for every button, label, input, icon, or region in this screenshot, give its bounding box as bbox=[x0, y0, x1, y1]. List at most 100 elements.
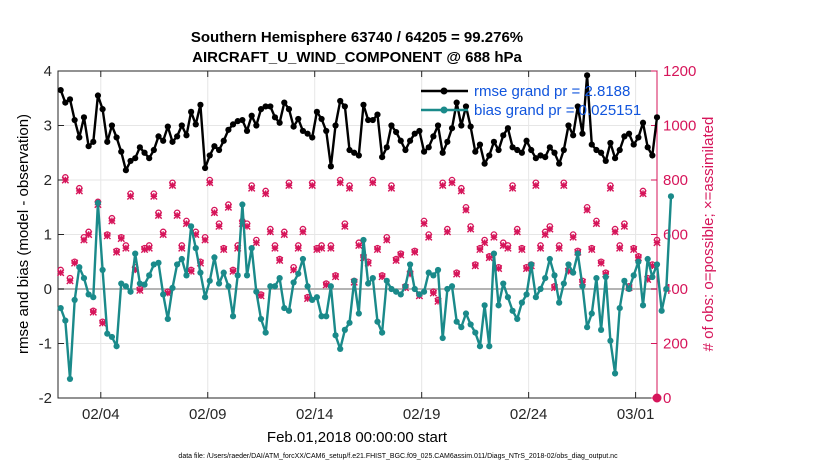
bias-point bbox=[178, 255, 185, 263]
bias-point bbox=[201, 294, 209, 301]
obs-assimilated-point bbox=[443, 228, 452, 236]
obs-assimilated-point bbox=[425, 233, 433, 241]
bias-point bbox=[495, 302, 502, 309]
rmse-point bbox=[472, 148, 479, 155]
bias-point bbox=[206, 277, 213, 284]
rmse-point bbox=[644, 144, 651, 151]
rmse-point bbox=[99, 106, 106, 113]
rmse-point bbox=[379, 154, 386, 161]
chart-title: Southern Hemisphere 63740 / 64205 = 99.2… bbox=[191, 29, 523, 46]
bias-point bbox=[215, 280, 223, 287]
rmse-point bbox=[360, 101, 367, 108]
obs-assimilated-point bbox=[364, 259, 372, 267]
rmse-point bbox=[453, 99, 460, 106]
bias-point bbox=[160, 291, 167, 298]
obs-assimilated-point bbox=[75, 187, 84, 195]
bias-point bbox=[434, 266, 442, 274]
rmse-point bbox=[565, 122, 572, 129]
rmse-point bbox=[304, 130, 311, 137]
bias-point bbox=[71, 296, 78, 303]
obs-assimilated-point bbox=[285, 181, 293, 190]
obs-assimilated-point bbox=[303, 294, 312, 303]
obs-assimilated-point bbox=[136, 286, 144, 295]
bias-point bbox=[99, 266, 106, 274]
y-tick-label-right: 200 bbox=[663, 336, 688, 353]
rmse-point bbox=[611, 155, 619, 162]
bias-point bbox=[369, 275, 376, 282]
bias-point bbox=[388, 285, 395, 293]
rmse-point bbox=[486, 152, 493, 159]
bias-point bbox=[402, 283, 409, 290]
obs-assimilated-point bbox=[234, 244, 242, 252]
rmse-point bbox=[90, 138, 97, 145]
bias-point bbox=[332, 332, 339, 339]
obs-assimilated-point bbox=[504, 244, 512, 252]
bias-point bbox=[66, 375, 74, 383]
rmse-point bbox=[239, 116, 246, 124]
obs-assimilated-point bbox=[131, 266, 139, 274]
bias-point bbox=[183, 272, 190, 279]
obs-assimilated-point bbox=[411, 248, 419, 256]
bias-point bbox=[164, 315, 171, 323]
x-tick-label: 02/14 bbox=[296, 406, 334, 423]
bias-point bbox=[132, 250, 139, 257]
obs-assimilated-point bbox=[322, 281, 330, 289]
chart-subtitle: AIRCRAFT_U_WIND_COMPONENT @ 688 hPa bbox=[192, 49, 522, 66]
bias-point bbox=[341, 326, 348, 333]
bias-point bbox=[355, 310, 362, 317]
obs-assimilated-point bbox=[485, 253, 493, 262]
rmse-point bbox=[323, 127, 330, 135]
bias-point bbox=[85, 291, 92, 298]
obs-assimilated-point bbox=[261, 189, 270, 198]
obs-assimilated-point bbox=[397, 251, 405, 259]
rmse-point bbox=[570, 132, 577, 139]
obs-assimilated-point bbox=[327, 244, 335, 252]
rmse-point bbox=[495, 146, 502, 154]
obs-assimilated-point bbox=[299, 228, 307, 236]
bias-point bbox=[625, 285, 633, 293]
obs-assimilated-point bbox=[66, 277, 74, 285]
rmse-point bbox=[57, 86, 64, 94]
obs-assimilated-point bbox=[355, 241, 363, 250]
rmse-point bbox=[234, 118, 241, 125]
obs-assimilated-point bbox=[154, 211, 163, 220]
obs-assimilated-point bbox=[457, 187, 466, 195]
obs-assimilated-point bbox=[643, 275, 652, 284]
rmse-point bbox=[318, 115, 325, 123]
bias-point bbox=[532, 294, 539, 301]
obs-assimilated-point bbox=[243, 222, 251, 231]
bias-point bbox=[453, 318, 460, 325]
bias-point bbox=[262, 329, 269, 336]
rmse-point bbox=[257, 106, 265, 113]
obs-assimilated-point bbox=[466, 225, 475, 233]
bias-point bbox=[118, 280, 125, 287]
x-tick-label: 02/09 bbox=[189, 406, 227, 423]
obs-assimilated-point bbox=[616, 244, 624, 252]
bias-point bbox=[299, 255, 307, 263]
obs-assimilated-point bbox=[168, 181, 177, 190]
obs-assimilated-point bbox=[89, 308, 97, 316]
rmse-point bbox=[448, 125, 456, 132]
bias-point bbox=[444, 285, 451, 293]
rmse-point bbox=[295, 115, 302, 123]
obs-assimilated-point bbox=[84, 230, 93, 239]
bias-point bbox=[122, 283, 129, 290]
bias-point bbox=[500, 280, 507, 287]
bias-point bbox=[658, 307, 665, 314]
rmse-point bbox=[229, 121, 237, 128]
rmse-point bbox=[458, 122, 465, 129]
obs-assimilated-point bbox=[560, 181, 568, 190]
bias-point bbox=[146, 272, 153, 279]
obs-assimilated-point bbox=[508, 184, 517, 192]
bias-point bbox=[90, 294, 97, 301]
rmse-point bbox=[556, 160, 563, 167]
bias-point bbox=[374, 318, 381, 325]
obs-assimilated-point bbox=[192, 230, 200, 239]
obs-assimilated-point bbox=[494, 264, 503, 273]
rmse-point bbox=[85, 143, 92, 150]
obs-assimilated-point bbox=[215, 222, 223, 231]
obs-assimilated-point bbox=[252, 238, 261, 247]
bias-point bbox=[225, 283, 232, 290]
obs-assimilated-point bbox=[420, 219, 428, 228]
y-axis-label-right: # of obs: o=possible; ×=assimilated bbox=[700, 117, 717, 352]
